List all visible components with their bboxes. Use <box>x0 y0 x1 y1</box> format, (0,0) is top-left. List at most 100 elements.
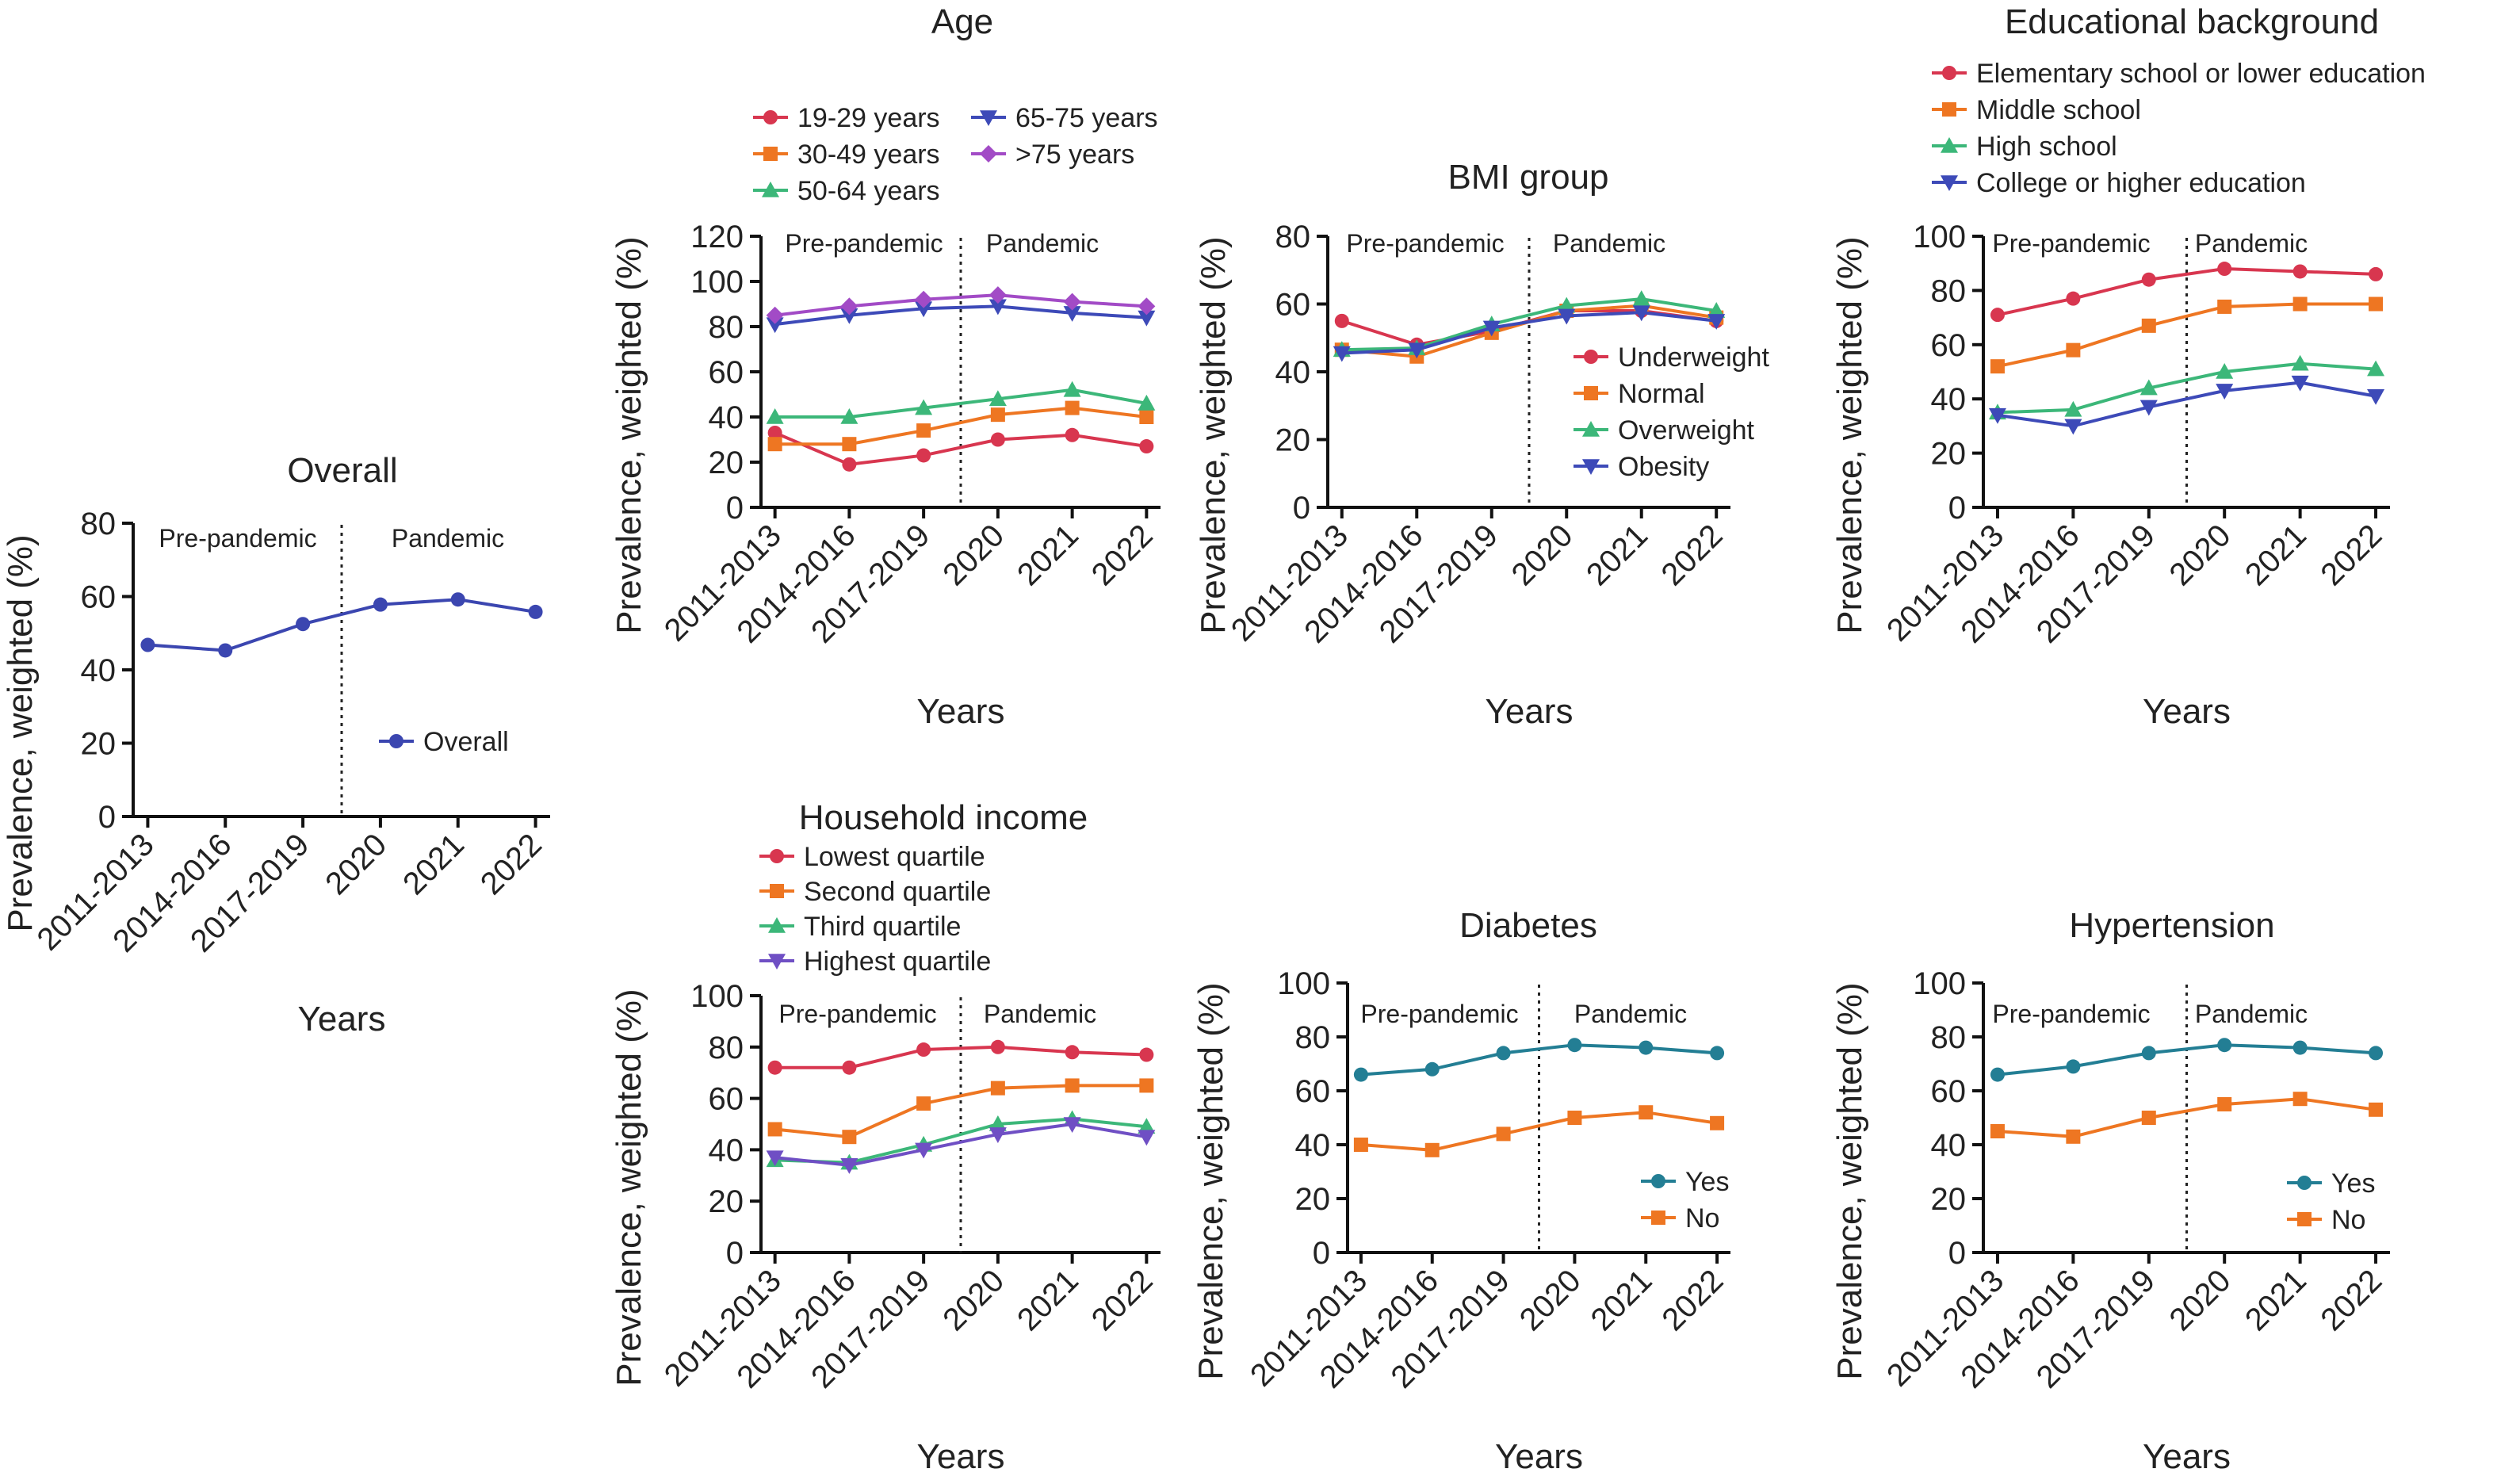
y-tick-label: 60 <box>1295 1074 1331 1109</box>
data-point <box>1558 296 1576 313</box>
legend-label: Obesity <box>1618 452 1709 482</box>
legend-label: 65-75 years <box>1015 103 1158 133</box>
data-point <box>842 1060 857 1075</box>
series-0 <box>767 1039 1154 1075</box>
data-point <box>1639 1040 1654 1055</box>
chart-title: Household income <box>799 798 1088 837</box>
data-point <box>767 437 782 452</box>
data-point <box>1707 314 1726 330</box>
data-point <box>2217 262 2232 277</box>
x-axis-title: Years <box>2143 692 2231 731</box>
series-line <box>147 598 536 652</box>
legend-marker <box>1942 102 1956 117</box>
series-line <box>774 1084 1147 1139</box>
legend-marker <box>1941 137 1958 153</box>
data-point <box>296 617 311 632</box>
pandemic-label: Pandemic <box>986 229 1099 258</box>
data-point <box>1990 308 2005 323</box>
data-point <box>2217 299 2232 314</box>
series-line <box>1997 302 2377 369</box>
x-tick-label: 2020 <box>319 827 393 901</box>
series-line <box>774 304 1147 327</box>
legend-label: No <box>2331 1205 2365 1235</box>
data-point <box>1065 400 1080 415</box>
legend: Underweight Normal Overweight Obesity <box>1574 342 1769 482</box>
x-tick-label: 2021 <box>1585 1263 1659 1337</box>
data-point <box>2066 1129 2081 1144</box>
legend-label: College or higher education <box>1976 168 2306 198</box>
legend-marker <box>1584 386 1598 400</box>
series-0 <box>1353 1038 1725 1082</box>
data-point <box>1063 381 1081 397</box>
y-tick-label: 40 <box>709 400 744 435</box>
pre-pandemic-label: Pre-pandemic <box>1346 229 1504 258</box>
chart-panel-4: Household income0204060801002011-2013201… <box>610 798 1161 1476</box>
legend-marker <box>2297 1212 2312 1226</box>
y-tick-label: 80 <box>709 310 744 345</box>
x-tick-label: 2022 <box>474 827 549 901</box>
series-line <box>774 1045 1147 1069</box>
data-point <box>1639 1105 1654 1120</box>
data-point <box>1353 1067 1368 1082</box>
data-point <box>2217 1038 2232 1053</box>
series-1 <box>1990 1092 2384 1144</box>
x-tick-label: 2022 <box>2314 518 2388 592</box>
data-point <box>2141 272 2156 287</box>
y-tick-label: 80 <box>1931 1020 1967 1055</box>
legend-marker <box>389 734 403 748</box>
y-tick-label: 60 <box>709 1082 744 1117</box>
legend-label: Lowest quartile <box>804 842 985 872</box>
series-line <box>1997 361 2377 415</box>
data-point <box>1567 1038 1582 1053</box>
data-point <box>2066 1059 2081 1074</box>
y-tick-label: 60 <box>709 355 744 390</box>
data-point <box>767 1060 782 1075</box>
data-point <box>2369 1046 2384 1061</box>
data-point <box>1138 1130 1156 1146</box>
series-line <box>774 1117 1147 1165</box>
data-point <box>1065 427 1080 442</box>
y-tick-label: 100 <box>1913 220 1966 254</box>
legend-label: Elementary school or lower education <box>1976 59 2426 89</box>
series-line <box>1360 1111 1718 1152</box>
data-point <box>2141 1111 2156 1125</box>
y-tick-label: 40 <box>1931 1128 1967 1163</box>
series-0 <box>140 592 543 658</box>
legend-label: Overall <box>423 727 509 757</box>
data-point <box>988 299 1007 316</box>
series-line <box>1360 1043 1718 1077</box>
y-tick-label: 0 <box>1293 491 1310 526</box>
legend: Yes No <box>1641 1167 1729 1233</box>
x-tick-label: 2022 <box>2314 1263 2388 1337</box>
chart-title: Overall <box>287 451 397 490</box>
y-axis-title: Prevalence, weighted (%) <box>610 236 648 633</box>
series-1 <box>1353 1105 1725 1157</box>
data-point <box>2292 296 2308 312</box>
legend-label: Yes <box>2331 1168 2375 1199</box>
series-line <box>1997 1043 2377 1077</box>
legend-label: Third quartile <box>804 912 961 942</box>
series-3 <box>1333 305 1726 362</box>
data-point <box>373 597 388 612</box>
pre-pandemic-label: Pre-pandemic <box>159 524 316 553</box>
pandemic-label: Pandemic <box>1553 229 1665 258</box>
x-tick-label: 2022 <box>1655 1263 1730 1337</box>
legend-marker <box>768 917 786 933</box>
data-point <box>1138 297 1156 316</box>
x-axis-title: Years <box>917 692 1005 731</box>
pandemic-label: Pandemic <box>984 1000 1096 1028</box>
legend-marker <box>1651 1211 1665 1225</box>
legend-label: Normal <box>1618 379 1705 409</box>
chart-panel-1: Age0204060801001202011-20132014-20162017… <box>610 2 1161 731</box>
data-point <box>1710 1046 1725 1061</box>
legend-label: High school <box>1976 132 2117 162</box>
data-point <box>218 643 233 658</box>
data-point <box>1138 310 1156 327</box>
y-tick-label: 60 <box>1275 288 1311 323</box>
x-tick-label: 2021 <box>2239 518 2313 592</box>
y-tick-label: 0 <box>1313 1236 1330 1271</box>
y-tick-label: 0 <box>98 800 116 835</box>
series-3 <box>766 299 1156 334</box>
x-axis-title: Years <box>1495 1437 1583 1476</box>
x-tick-label: 2020 <box>1513 1263 1588 1337</box>
